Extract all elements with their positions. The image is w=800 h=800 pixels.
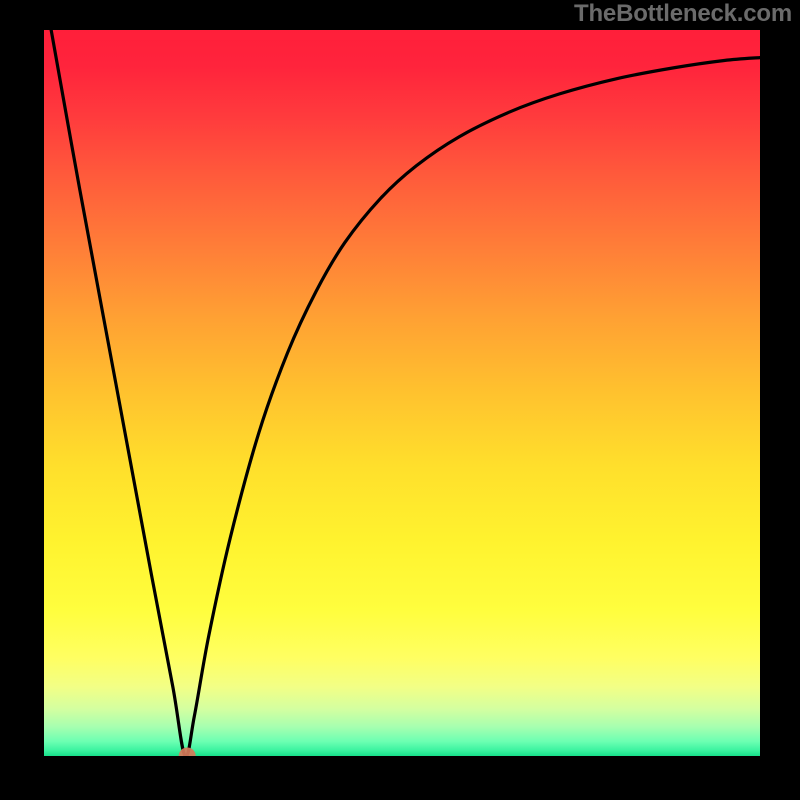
watermark-text: TheBottleneck.com: [574, 0, 792, 28]
bottleneck-curve: [51, 30, 760, 756]
plot-area: [44, 30, 760, 756]
chart-stage: TheBottleneck.com: [0, 0, 800, 800]
optimum-marker: [179, 748, 196, 757]
curve-layer: [44, 30, 760, 756]
